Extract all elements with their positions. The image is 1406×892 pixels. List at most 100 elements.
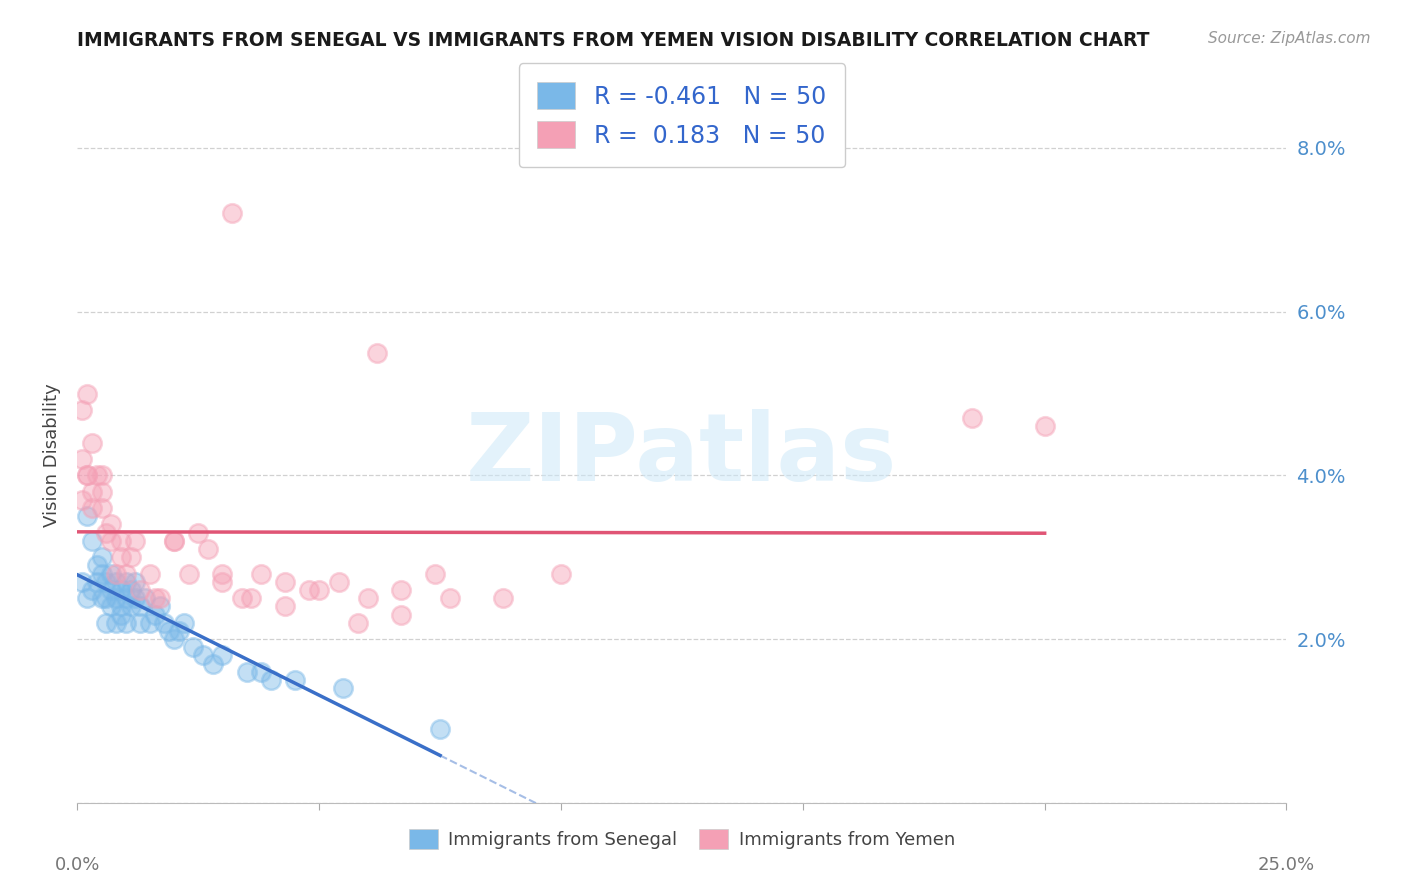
Point — [114, 615, 136, 630]
Point — [90, 550, 112, 565]
Point — [153, 615, 176, 630]
Point — [143, 607, 166, 622]
Point — [201, 657, 224, 671]
Point — [163, 533, 186, 548]
Point — [134, 591, 156, 606]
Point — [90, 468, 112, 483]
Point — [124, 533, 146, 548]
Point — [86, 574, 108, 589]
Point — [100, 533, 122, 548]
Point — [110, 582, 132, 597]
Point — [167, 624, 190, 638]
Point — [96, 615, 118, 630]
Point — [129, 615, 152, 630]
Point — [197, 542, 219, 557]
Point — [163, 632, 186, 646]
Point — [960, 411, 983, 425]
Point — [240, 591, 263, 606]
Point — [148, 591, 170, 606]
Point — [96, 574, 118, 589]
Point — [120, 550, 142, 565]
Point — [250, 665, 273, 679]
Point — [76, 468, 98, 483]
Point — [110, 599, 132, 614]
Point — [96, 591, 118, 606]
Legend: Immigrants from Senegal, Immigrants from Yemen: Immigrants from Senegal, Immigrants from… — [402, 822, 962, 856]
Point — [110, 607, 132, 622]
Point — [80, 484, 103, 499]
Point — [70, 492, 93, 507]
Point — [80, 582, 103, 597]
Point — [90, 566, 112, 581]
Point — [298, 582, 321, 597]
Point — [114, 566, 136, 581]
Text: 25.0%: 25.0% — [1258, 856, 1315, 874]
Point — [328, 574, 350, 589]
Point — [80, 435, 103, 450]
Point — [1033, 419, 1056, 434]
Text: Source: ZipAtlas.com: Source: ZipAtlas.com — [1208, 31, 1371, 46]
Point — [76, 591, 98, 606]
Point — [231, 591, 253, 606]
Point — [80, 501, 103, 516]
Point — [124, 574, 146, 589]
Point — [550, 566, 572, 581]
Point — [70, 452, 93, 467]
Point — [157, 624, 180, 638]
Point — [120, 582, 142, 597]
Point — [114, 574, 136, 589]
Point — [129, 582, 152, 597]
Text: IMMIGRANTS FROM SENEGAL VS IMMIGRANTS FROM YEMEN VISION DISABILITY CORRELATION C: IMMIGRANTS FROM SENEGAL VS IMMIGRANTS FR… — [77, 31, 1150, 50]
Point — [439, 591, 461, 606]
Point — [110, 533, 132, 548]
Point — [100, 582, 122, 597]
Point — [163, 533, 186, 548]
Point — [183, 640, 205, 655]
Point — [356, 591, 378, 606]
Point — [308, 582, 330, 597]
Point — [96, 525, 118, 540]
Point — [389, 607, 412, 622]
Point — [187, 525, 209, 540]
Point — [110, 550, 132, 565]
Point — [284, 673, 307, 687]
Point — [120, 599, 142, 614]
Point — [221, 206, 243, 220]
Point — [70, 403, 93, 417]
Point — [177, 566, 200, 581]
Point — [76, 468, 98, 483]
Point — [105, 574, 128, 589]
Point — [86, 468, 108, 483]
Point — [90, 591, 112, 606]
Point — [139, 566, 162, 581]
Point — [211, 648, 233, 663]
Point — [100, 599, 122, 614]
Text: 0.0%: 0.0% — [55, 856, 100, 874]
Point — [129, 599, 152, 614]
Point — [90, 501, 112, 516]
Point — [191, 648, 214, 663]
Point — [429, 722, 451, 736]
Point — [235, 665, 257, 679]
Point — [250, 566, 273, 581]
Point — [492, 591, 515, 606]
Point — [274, 599, 297, 614]
Point — [143, 591, 166, 606]
Point — [211, 566, 233, 581]
Point — [70, 574, 93, 589]
Point — [105, 566, 128, 581]
Point — [211, 574, 233, 589]
Point — [389, 582, 412, 597]
Point — [76, 509, 98, 524]
Point — [260, 673, 283, 687]
Point — [139, 615, 162, 630]
Point — [105, 591, 128, 606]
Point — [100, 517, 122, 532]
Point — [114, 591, 136, 606]
Point — [347, 615, 370, 630]
Point — [105, 615, 128, 630]
Text: ZIPatlas: ZIPatlas — [467, 409, 897, 501]
Point — [86, 558, 108, 573]
Point — [124, 591, 146, 606]
Point — [425, 566, 447, 581]
